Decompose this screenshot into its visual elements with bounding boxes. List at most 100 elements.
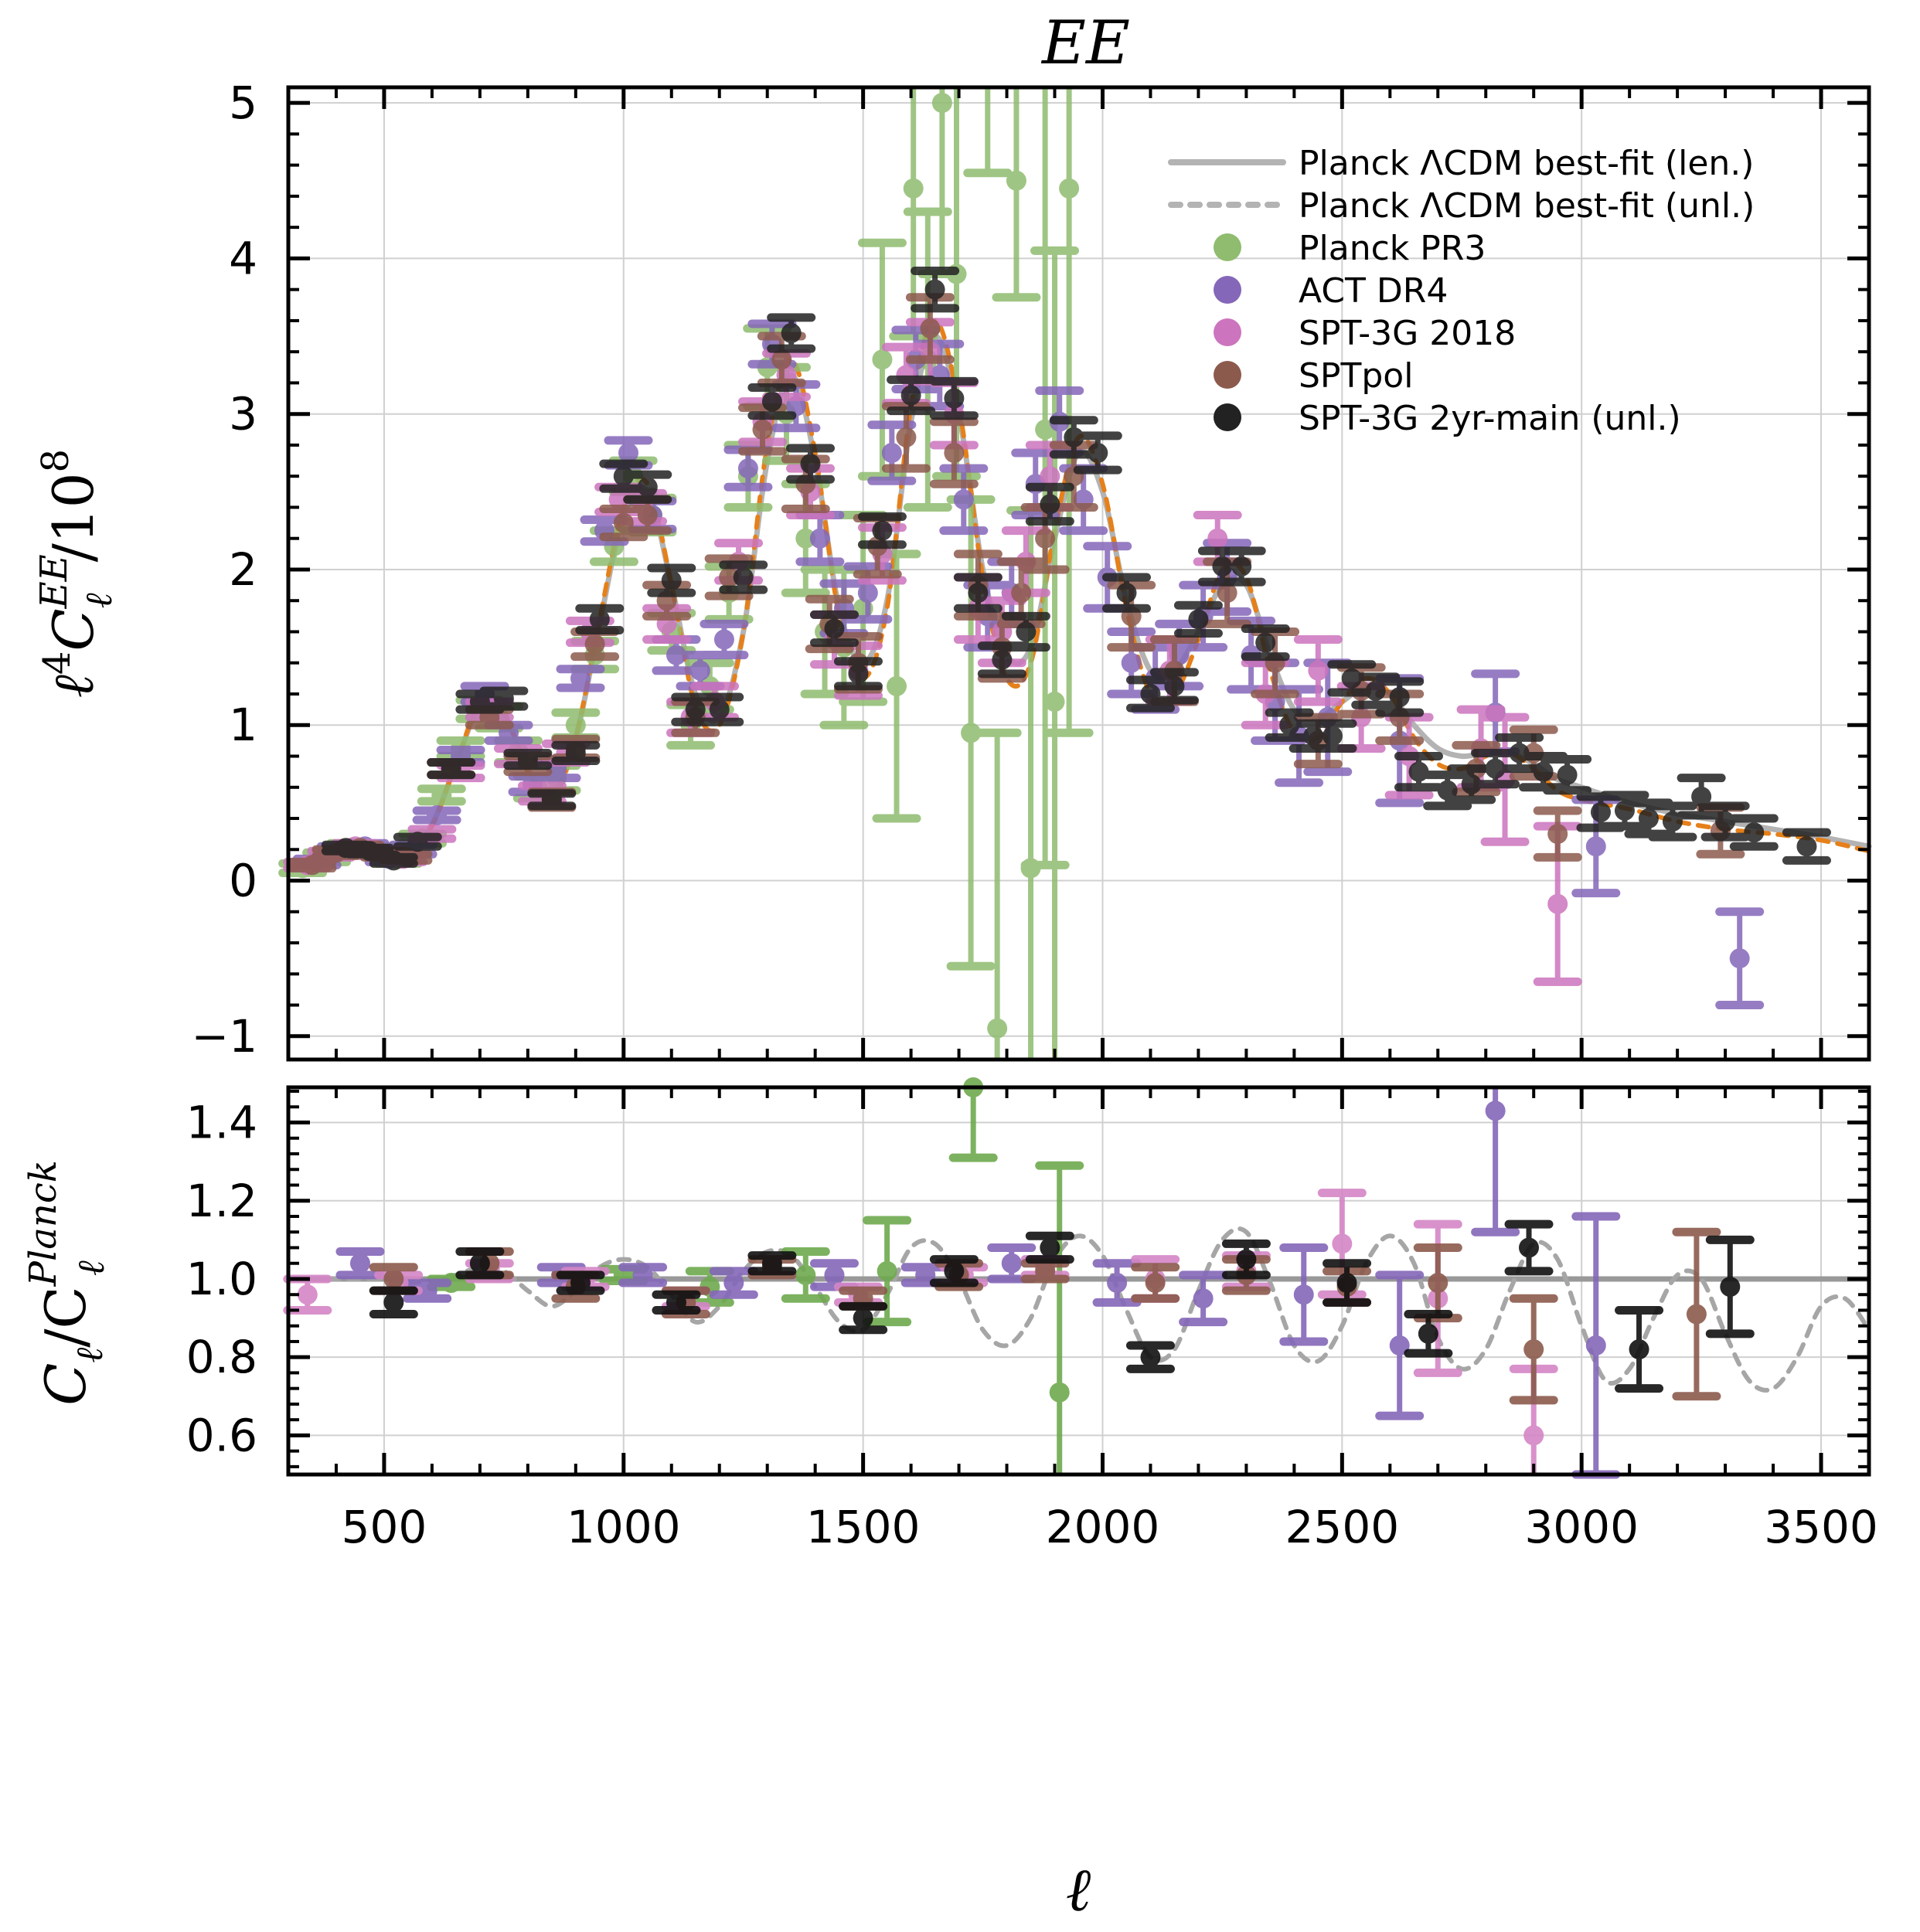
data-point bbox=[455, 1247, 505, 1280]
data-point bbox=[503, 748, 553, 770]
data-point bbox=[881, 402, 931, 473]
marker bbox=[903, 178, 924, 199]
data-point bbox=[1025, 482, 1074, 526]
data-point bbox=[963, 87, 1013, 178]
marker bbox=[1140, 1347, 1161, 1368]
data-point bbox=[1125, 1341, 1175, 1373]
data-point bbox=[1217, 546, 1266, 587]
marker bbox=[944, 388, 965, 409]
bottom-y-tick-labels: 0.6 0.8 1.0 1.2 1.4 bbox=[186, 1097, 257, 1462]
marker bbox=[848, 663, 869, 684]
data-point bbox=[1221, 1239, 1271, 1280]
marker bbox=[661, 570, 682, 591]
marker bbox=[900, 385, 921, 406]
marker bbox=[1164, 675, 1185, 696]
marker bbox=[872, 520, 893, 541]
data-point bbox=[929, 417, 979, 488]
data-point bbox=[556, 665, 605, 692]
top-gridlines bbox=[288, 87, 1869, 1060]
marker bbox=[1523, 1425, 1544, 1446]
ylabel2-sub-ell2: ℓ bbox=[70, 1260, 113, 1276]
data-point bbox=[427, 758, 476, 780]
legend-entry: Planck PR3 bbox=[1214, 229, 1486, 268]
marker bbox=[1322, 726, 1343, 747]
marker bbox=[417, 1281, 437, 1301]
bottom-panel: 0.6 0.8 1.0 1.2 1.4 500 1000 1500 2000 2500 3000 3… bbox=[186, 1077, 1878, 1553]
marker bbox=[781, 323, 802, 344]
marker bbox=[1557, 764, 1578, 785]
data-point bbox=[747, 383, 797, 420]
data-point bbox=[1173, 600, 1223, 638]
legend-marker-icon bbox=[1214, 403, 1241, 431]
marker bbox=[1729, 948, 1750, 969]
marker bbox=[1336, 1273, 1357, 1294]
data-point bbox=[1101, 573, 1151, 613]
data-point bbox=[695, 692, 744, 726]
x-tick-label: 3000 bbox=[1524, 1501, 1639, 1553]
x-tick-labels: 500 1000 1500 2000 2500 3000 3500 bbox=[342, 1501, 1878, 1553]
marker bbox=[407, 832, 428, 852]
legend-entry: Planck ΛCDM best-fit (len.) bbox=[1168, 144, 1754, 183]
marker bbox=[785, 396, 806, 417]
marker bbox=[637, 477, 658, 498]
legend: Planck ΛCDM best-fit (len.)Planck ΛCDM b… bbox=[1168, 144, 1755, 438]
marker bbox=[1236, 1249, 1257, 1270]
ylabel-sub-ell: ℓ bbox=[77, 593, 121, 608]
marker bbox=[737, 458, 758, 479]
marker bbox=[1035, 1260, 1056, 1281]
marker bbox=[589, 609, 610, 630]
marker bbox=[1485, 1100, 1506, 1121]
data-point bbox=[1179, 1270, 1228, 1327]
marker bbox=[618, 443, 638, 464]
data-point bbox=[369, 850, 418, 871]
legend-entry: SPT-3G 2018 bbox=[1214, 314, 1516, 353]
marker bbox=[1691, 786, 1712, 807]
data-point bbox=[1375, 1270, 1425, 1420]
marker bbox=[809, 528, 830, 549]
marker bbox=[953, 489, 974, 510]
marker bbox=[887, 675, 907, 696]
chart-title: EE bbox=[1040, 9, 1130, 78]
bottom-data-series bbox=[283, 1077, 1755, 1479]
data-point bbox=[393, 832, 442, 852]
data-point bbox=[1715, 907, 1765, 1010]
top-plot-frame bbox=[286, 85, 1871, 1062]
data-point bbox=[1293, 635, 1343, 706]
marker bbox=[1116, 583, 1137, 604]
y-tick-label: 0 bbox=[229, 855, 257, 907]
svg-text:ℓ4CEEℓ/108: ℓ4CEEℓ/108 bbox=[32, 449, 121, 698]
data-point bbox=[599, 504, 649, 542]
top-axis-ticks bbox=[287, 87, 1871, 1060]
data-point bbox=[1471, 1087, 1520, 1236]
data-point bbox=[1495, 733, 1544, 774]
marker bbox=[427, 804, 448, 825]
marker bbox=[1418, 1323, 1438, 1344]
marker bbox=[924, 279, 945, 300]
marker bbox=[632, 1264, 653, 1285]
y-tick-label: 0.6 bbox=[186, 1409, 257, 1461]
legend-marker-icon bbox=[1214, 318, 1241, 346]
data-point bbox=[1149, 668, 1199, 705]
data-point bbox=[1615, 1305, 1664, 1393]
marker bbox=[1519, 1237, 1540, 1258]
data-point bbox=[623, 470, 672, 504]
marker bbox=[1720, 1277, 1741, 1298]
marker bbox=[1744, 822, 1765, 843]
data-point bbox=[1044, 87, 1094, 737]
legend-label: SPT-3G 2yr-main (unl.) bbox=[1299, 399, 1681, 438]
ylabel2-sup-planck: Planck bbox=[22, 1160, 65, 1287]
marker bbox=[1006, 170, 1026, 191]
data-point bbox=[412, 804, 461, 825]
data-point bbox=[1782, 828, 1831, 865]
marker bbox=[771, 349, 792, 370]
marker bbox=[1686, 1304, 1707, 1325]
marker bbox=[1145, 1273, 1166, 1294]
x-tick-label: 1000 bbox=[567, 1501, 681, 1553]
marker bbox=[944, 1260, 965, 1281]
marker bbox=[795, 1264, 816, 1285]
marker bbox=[517, 749, 538, 770]
data-point bbox=[1404, 1310, 1453, 1358]
marker bbox=[297, 1284, 318, 1305]
legend-entry: SPTpol bbox=[1214, 356, 1413, 396]
marker bbox=[896, 427, 917, 447]
